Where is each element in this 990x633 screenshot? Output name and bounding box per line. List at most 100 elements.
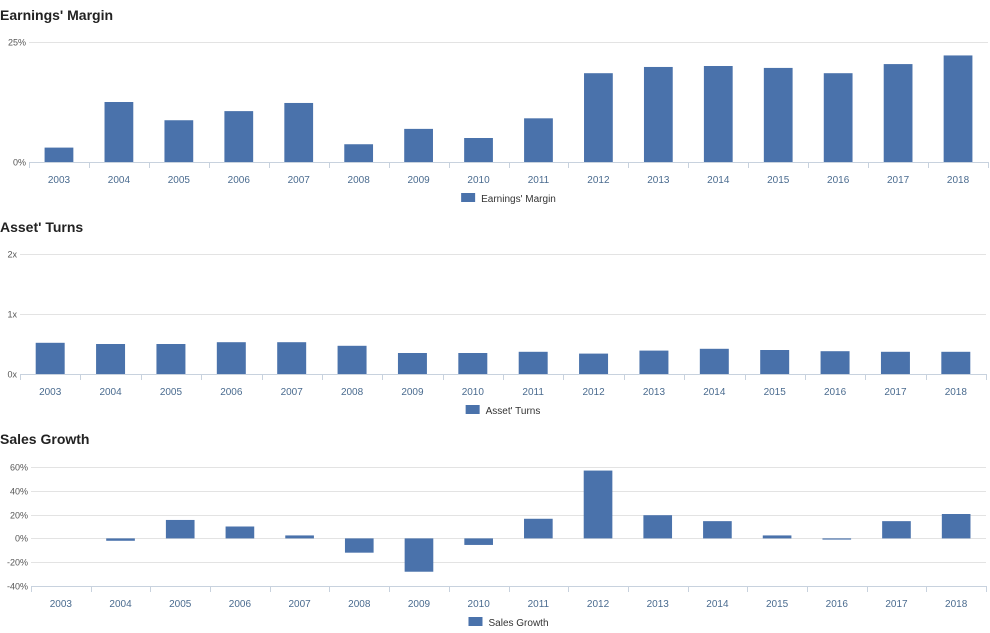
y-tick-label: -40% [7, 582, 28, 592]
y-tick-label: 25% [8, 38, 26, 48]
bar-2006 [216, 342, 246, 374]
bar-2010 [464, 138, 493, 162]
x-tick-label: 2009 [401, 387, 424, 398]
bar-2016 [820, 351, 850, 374]
y-tick-label: 0x [7, 370, 17, 380]
bar-2014 [703, 521, 732, 539]
bar-2012 [584, 73, 613, 162]
bar-2015 [762, 535, 792, 539]
x-tick-label: 2016 [824, 387, 847, 398]
bar-2014 [699, 348, 729, 374]
x-tick-label: 2017 [885, 599, 908, 610]
x-tick-label: 2013 [647, 175, 670, 186]
x-tick-label: 2015 [766, 599, 789, 610]
x-tick-label: 2003 [48, 175, 71, 186]
bar-2006 [224, 111, 254, 162]
bar-2011 [518, 351, 548, 374]
x-tick-label: 2007 [288, 599, 311, 610]
bar-2005 [156, 344, 186, 374]
asset-turns-panel: Asset' Turns 0x 1x 2x 2003 2004 2005 2006 2007 2… [0, 212, 990, 424]
bar-2012 [583, 470, 613, 539]
bar-2018 [943, 55, 973, 162]
legend-swatch [465, 405, 480, 414]
bar-2003 [44, 147, 74, 162]
asset-turns-title: Asset' Turns [0, 219, 84, 235]
x-tick-label: 2013 [643, 387, 666, 398]
x-tick-label: 2005 [169, 599, 192, 610]
earnings-margin-panel: Earnings' Margin 0% 25% 2003 2004 2005 2006 20… [0, 0, 990, 212]
bar-2009 [397, 353, 427, 374]
legend-label: Earnings' Margin [481, 194, 556, 205]
x-tick-label: 2018 [947, 175, 970, 186]
bar-2017 [883, 64, 913, 162]
x-tick-label: 2003 [50, 599, 73, 610]
x-tick-label: 2004 [109, 599, 132, 610]
bar-2009 [404, 538, 434, 572]
x-tick-label: 2012 [587, 599, 610, 610]
x-tick-label: 2007 [288, 175, 311, 186]
x-tick-label: 2008 [348, 599, 371, 610]
y-tick-label: 40% [10, 487, 28, 497]
bar-2016 [822, 538, 852, 540]
bar-2017 [882, 521, 911, 539]
x-tick-label: 2004 [99, 387, 122, 398]
earnings-margin-chart: 0% 25% 2003 2004 2005 2006 2007 2008 2009 2010 201… [8, 38, 989, 205]
x-tick-label: 2013 [647, 599, 670, 610]
x-tick-label: 2007 [281, 387, 304, 398]
y-tick-label: -20% [7, 558, 28, 568]
x-tick-label: 2017 [887, 175, 910, 186]
sales-growth-title: Sales Growth [0, 431, 90, 447]
bar-2015 [760, 350, 790, 374]
legend: Asset' Turns [465, 405, 541, 417]
bar-2013 [639, 350, 669, 374]
bar-2015 [763, 67, 793, 162]
y-tick-label: 1x [7, 310, 17, 320]
x-tick-label: 2009 [408, 599, 431, 610]
x-tick-label: 2004 [108, 175, 131, 186]
bar-2010 [458, 353, 488, 374]
bar-2005 [164, 120, 194, 162]
y-tick-label: 20% [10, 511, 28, 521]
bar-2017 [880, 351, 910, 374]
bar-2004 [106, 538, 135, 541]
x-tick-label: 2006 [220, 387, 243, 398]
x-tick-label: 2010 [467, 175, 490, 186]
bar-2007 [285, 535, 314, 539]
x-tick-label: 2008 [341, 387, 364, 398]
x-tick-label: 2015 [764, 387, 787, 398]
x-tick-label: 2018 [945, 387, 968, 398]
bar-2018 [941, 351, 971, 374]
bar-2006 [225, 526, 255, 539]
x-tick-label: 2011 [528, 599, 550, 610]
legend: Sales Growth [468, 617, 549, 629]
sales-growth-chart: -40% -20% 0% 20% 40% 60% 2003 2004 2005 2006 2007 2… [7, 463, 987, 629]
legend-label: Asset' Turns [486, 406, 541, 417]
x-tick-label: 2008 [348, 175, 371, 186]
x-tick-label: 2012 [587, 175, 610, 186]
x-tick-label: 2012 [582, 387, 605, 398]
x-tick-label: 2010 [462, 387, 485, 398]
bar-2012 [579, 353, 609, 374]
bar-2011 [524, 118, 553, 162]
x-tick-label: 2016 [827, 175, 850, 186]
x-tick-label: 2014 [706, 599, 729, 610]
x-tick-label: 2017 [884, 387, 907, 398]
bar-2008 [337, 345, 367, 374]
bar-2010 [464, 538, 493, 545]
x-tick-label: 2015 [767, 175, 790, 186]
y-tick-label: 2x [7, 250, 17, 260]
x-tick-label: 2005 [160, 387, 183, 398]
bar-2013 [643, 66, 673, 162]
x-tick-label: 2003 [39, 387, 62, 398]
bar-2011 [524, 518, 553, 539]
bar-2013 [643, 515, 673, 539]
legend: Earnings' Margin [461, 193, 556, 205]
x-tick-label: 2005 [168, 175, 191, 186]
bar-2009 [404, 128, 433, 162]
x-tick-label: 2011 [522, 387, 544, 398]
legend-swatch [461, 193, 476, 202]
x-tick-label: 2010 [468, 599, 491, 610]
bar-2008 [344, 538, 374, 553]
legend-swatch [468, 617, 483, 626]
bar-2018 [941, 514, 971, 539]
